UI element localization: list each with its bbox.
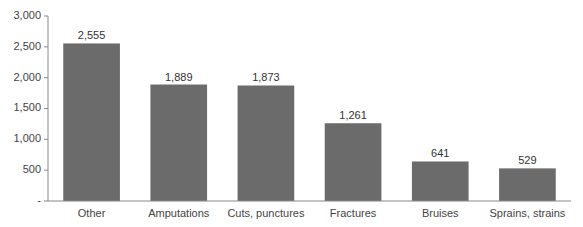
bars bbox=[63, 43, 555, 201]
bar bbox=[238, 85, 295, 201]
y-tick bbox=[44, 139, 48, 140]
y-axis-line bbox=[48, 16, 49, 201]
bar bbox=[499, 168, 556, 201]
bar bbox=[63, 43, 120, 201]
y-tick bbox=[44, 170, 48, 171]
y-tick-label: 1,500 bbox=[13, 101, 41, 113]
chart-container: - 500 1,000 1,500 2,000 2,500 3,000 2,555 1,889 1… bbox=[0, 0, 583, 227]
x-tick-label: Other bbox=[78, 207, 106, 219]
y-tick bbox=[44, 16, 48, 17]
x-tick-label: Fractures bbox=[330, 207, 377, 219]
bar bbox=[325, 123, 382, 201]
x-tick-label: Amputations bbox=[148, 207, 210, 219]
y-tick bbox=[44, 46, 48, 47]
y-tick-label: 2,500 bbox=[13, 40, 41, 52]
y-tick-label: 2,000 bbox=[13, 71, 41, 83]
y-axis: - 500 1,000 1,500 2,000 2,500 3,000 bbox=[13, 9, 48, 206]
bar bbox=[150, 85, 207, 201]
x-axis-line bbox=[48, 201, 571, 202]
y-tick-label: - bbox=[37, 194, 41, 206]
x-tick-label: Sprains, strains bbox=[490, 207, 566, 219]
data-label: 1,873 bbox=[252, 71, 280, 83]
data-label: 1,889 bbox=[165, 71, 193, 83]
x-axis: Other Amputations Cuts, punctures Fractures… bbox=[78, 207, 566, 219]
x-tick-label: Cuts, punctures bbox=[227, 207, 305, 219]
x-tick-label: Bruises bbox=[422, 207, 459, 219]
data-labels: 2,555 1,889 1,873 1,261 641 529 bbox=[78, 29, 537, 166]
y-tick-label: 500 bbox=[23, 163, 41, 175]
data-label: 529 bbox=[518, 154, 536, 166]
bar-chart: - 500 1,000 1,500 2,000 2,500 3,000 2,555 1,889 1… bbox=[0, 0, 583, 227]
y-tick bbox=[44, 77, 48, 78]
y-tick-label: 1,000 bbox=[13, 132, 41, 144]
y-tick bbox=[44, 201, 48, 202]
data-label: 2,555 bbox=[78, 29, 106, 41]
data-label: 1,261 bbox=[339, 109, 367, 121]
y-tick-label: 3,000 bbox=[13, 9, 41, 21]
bar bbox=[412, 161, 469, 201]
data-label: 641 bbox=[431, 147, 449, 159]
y-tick bbox=[44, 108, 48, 109]
